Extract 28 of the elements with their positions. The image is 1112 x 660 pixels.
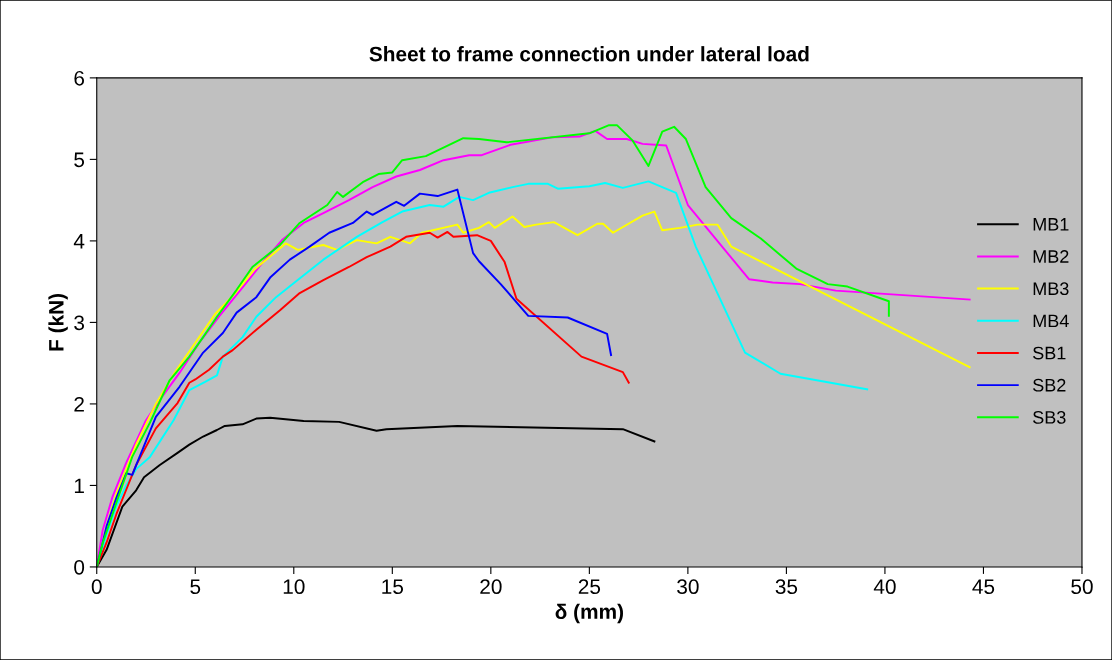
y-axis-title: F (kN) [48, 293, 68, 351]
chart-title: Sheet to frame connection under lateral load [369, 46, 809, 62]
legend-label: MB3 [1033, 282, 1069, 296]
y-tick-label: 0 [74, 559, 85, 575]
y-tick-label: 2 [74, 396, 84, 412]
y-tick-label: 4 [73, 234, 85, 249]
legend-label: SB1 [1033, 346, 1066, 360]
x-axis-title: δ (mm) [555, 603, 623, 624]
x-tick-label: 45 [972, 579, 995, 595]
y-tick-label: 1 [74, 478, 84, 493]
legend-label: MB4 [1033, 314, 1069, 328]
x-tick-label: 40 [873, 579, 896, 595]
x-tick-label: 50 [1071, 579, 1093, 595]
legend-label: SB2 [1033, 378, 1066, 392]
x-tick-label: 25 [578, 579, 601, 595]
legend-label: MB2 [1033, 250, 1069, 263]
y-tick-label: 3 [74, 315, 85, 331]
x-tick-label: 5 [190, 579, 201, 595]
y-tick-label: 6 [74, 70, 85, 86]
x-tick-label: 20 [480, 579, 502, 595]
x-tick-label: 0 [91, 579, 102, 595]
x-tick-label: 15 [382, 579, 404, 595]
legend-label: SB3 [1033, 411, 1066, 424]
y-tick-label: 5 [74, 152, 85, 168]
x-tick-label: 30 [677, 579, 699, 595]
legend-label: MB1 [1033, 218, 1069, 231]
x-tick-label: 35 [775, 579, 798, 595]
x-tick-label: 10 [283, 579, 305, 595]
